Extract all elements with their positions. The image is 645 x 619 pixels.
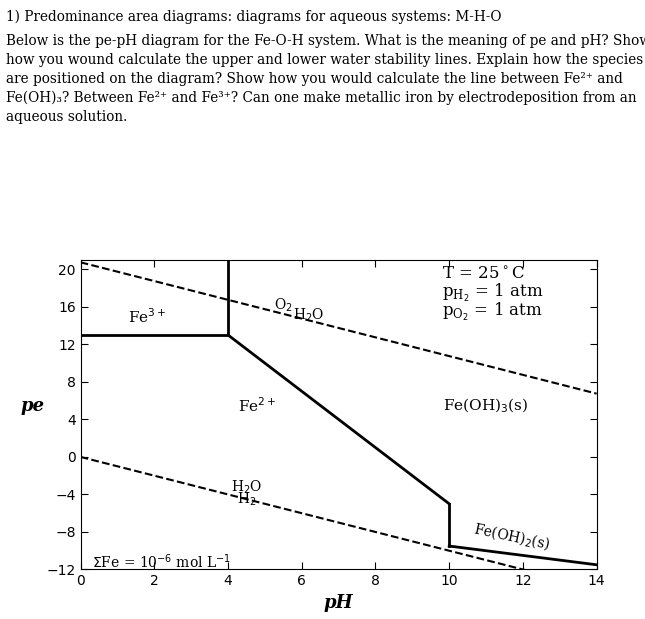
Text: Fe$^{2+}$: Fe$^{2+}$ <box>239 396 277 415</box>
Text: H$_2$O: H$_2$O <box>293 306 325 324</box>
Text: 1) Predominance area diagrams: diagrams for aqueous systems: M-H-O: 1) Predominance area diagrams: diagrams … <box>6 9 502 24</box>
Text: p$_{\mathregular{O}_2}$ = 1 atm: p$_{\mathregular{O}_2}$ = 1 atm <box>442 300 542 322</box>
Text: O$_2$: O$_2$ <box>274 297 293 314</box>
Text: H$_2$: H$_2$ <box>237 490 256 508</box>
Text: $\Sigma$Fe = 10$^{-6}$ mol L$^{-1}$: $\Sigma$Fe = 10$^{-6}$ mol L$^{-1}$ <box>92 553 231 571</box>
Text: Fe(OH)$_3$(s): Fe(OH)$_3$(s) <box>444 396 529 415</box>
Text: p$_{\mathregular{H}_2}$ = 1 atm: p$_{\mathregular{H}_2}$ = 1 atm <box>442 282 543 304</box>
Text: Below is the pe-pH diagram for the Fe-O-H system. What is the meaning of pe and : Below is the pe-pH diagram for the Fe-O-… <box>6 34 645 124</box>
Text: Fe(OH)$_2$(s): Fe(OH)$_2$(s) <box>472 520 551 553</box>
Text: Fe$^{3+}$: Fe$^{3+}$ <box>128 307 166 326</box>
Y-axis label: pe: pe <box>21 397 45 415</box>
Text: T = 25$^\circ$C: T = 25$^\circ$C <box>442 266 524 282</box>
X-axis label: pH: pH <box>324 594 353 612</box>
Text: H$_2$O: H$_2$O <box>231 478 262 496</box>
